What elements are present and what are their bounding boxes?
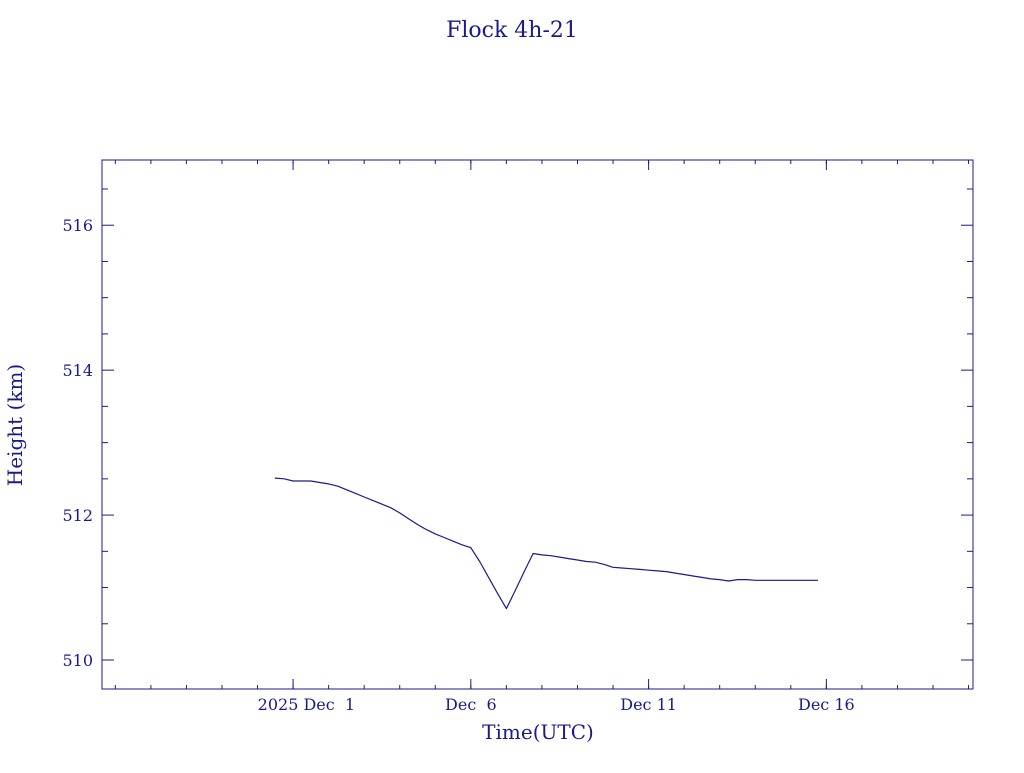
y-tick-label: 512 <box>62 506 93 525</box>
x-axis-tick-labels: 2025 Dec 1 Dec 6 Dec 11 Dec 16 <box>258 695 855 714</box>
chart-title: Flock 4h-21 <box>446 18 578 43</box>
y-axis-ticks <box>102 188 973 661</box>
y-axis-label: Height (km) <box>3 364 27 486</box>
y-tick-label: 516 <box>62 216 93 235</box>
x-tick-label: Dec 16 <box>798 695 855 714</box>
y-tick-label: 514 <box>62 361 93 380</box>
x-axis-ticks <box>114 160 970 689</box>
x-tick-label: Dec 6 <box>445 695 497 714</box>
y-tick-label: 510 <box>62 651 93 670</box>
x-tick-label: Dec 11 <box>620 695 677 714</box>
series-line <box>274 477 819 610</box>
plot-frame <box>101 159 974 690</box>
x-axis-label: Time(UTC) <box>482 720 594 744</box>
y-axis-tick-labels: 510 512 514 516 <box>62 216 93 670</box>
x-tick-label: 2025 Dec 1 <box>258 695 355 714</box>
